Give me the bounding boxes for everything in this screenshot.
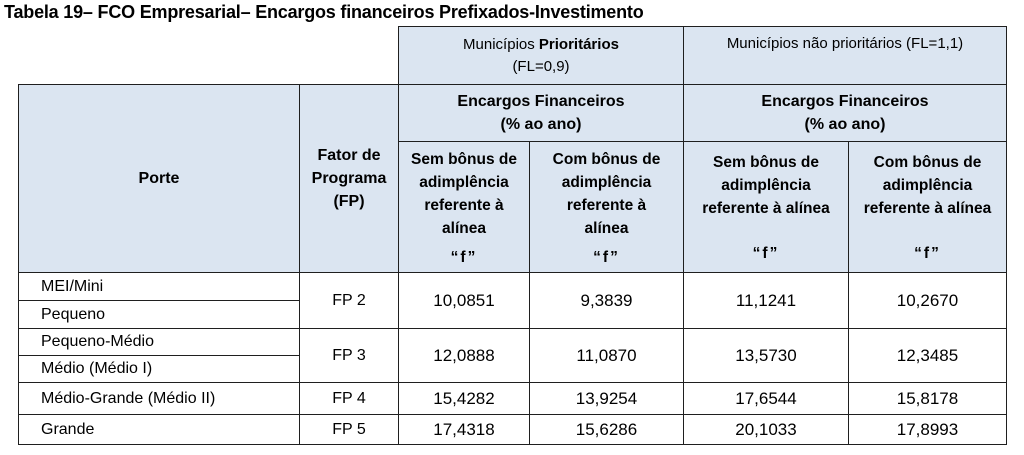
- empty-corner: [19, 27, 399, 85]
- value-cell: 17,8993: [848, 414, 1007, 445]
- value-cell: 13,5730: [683, 328, 849, 383]
- fp-cell: FP 4: [299, 382, 399, 415]
- header-encargos-nao-prioritarios: Encargos Financeiros (% ao ano): [683, 84, 1007, 142]
- header-fator-programa: Fator de Programa (FP): [299, 84, 399, 273]
- header-sem-bonus-nao-prioritarios: Sem bônus de adimplência referente à alí…: [683, 141, 849, 273]
- value-cell: 15,8178: [848, 382, 1007, 415]
- value-cell: 15,4282: [398, 382, 530, 415]
- value-cell: 9,3839: [529, 272, 684, 329]
- porte-cell: Pequeno-Médio: [18, 328, 300, 356]
- value-cell: 12,0888: [398, 328, 530, 383]
- value-cell: 11,0870: [529, 328, 684, 383]
- porte-cell: Médio (Médio I): [18, 355, 300, 383]
- value-cell: 10,2670: [848, 272, 1007, 329]
- fp-cell: FP 5: [299, 414, 399, 445]
- header-com-bonus-prioritarios: Com bônus de adimplência referente à alí…: [529, 141, 684, 273]
- porte-cell: Médio-Grande (Médio II): [18, 382, 300, 415]
- value-cell: 20,1033: [683, 414, 849, 445]
- fp-cell: FP 3: [299, 328, 399, 383]
- value-cell: 10,0851: [398, 272, 530, 329]
- header-com-bonus-nao-prioritarios: Com bônus de adimplência referente à alí…: [848, 141, 1007, 273]
- porte-cell: Pequeno: [18, 300, 300, 329]
- header-porte: Porte: [18, 84, 300, 273]
- value-cell: 15,6286: [529, 414, 684, 445]
- table-title: Tabela 19– FCO Empresarial– Encargos fin…: [4, 2, 644, 22]
- value-cell: 17,6544: [683, 382, 849, 415]
- fp-cell: FP 2: [299, 272, 399, 329]
- porte-cell: MEI/Mini: [18, 272, 300, 301]
- header-municipios-prioritarios: Municípios Prioritários (FL=0,9): [398, 26, 684, 85]
- value-cell: 12,3485: [848, 328, 1007, 383]
- header-municipios-nao-prioritarios: Municípios não prioritários (FL=1,1): [683, 26, 1007, 85]
- header-sem-bonus-prioritarios: Sem bônus de adimplência referente à alí…: [398, 141, 530, 273]
- value-cell: 17,4318: [398, 414, 530, 445]
- value-cell: 11,1241: [683, 272, 849, 329]
- porte-cell: Grande: [18, 414, 300, 445]
- value-cell: 13,9254: [529, 382, 684, 415]
- header-encargos-prioritarios: Encargos Financeiros (% ao ano): [398, 84, 684, 142]
- encargos-table: Municípios Prioritários (FL=0,9) Municíp…: [18, 26, 1007, 445]
